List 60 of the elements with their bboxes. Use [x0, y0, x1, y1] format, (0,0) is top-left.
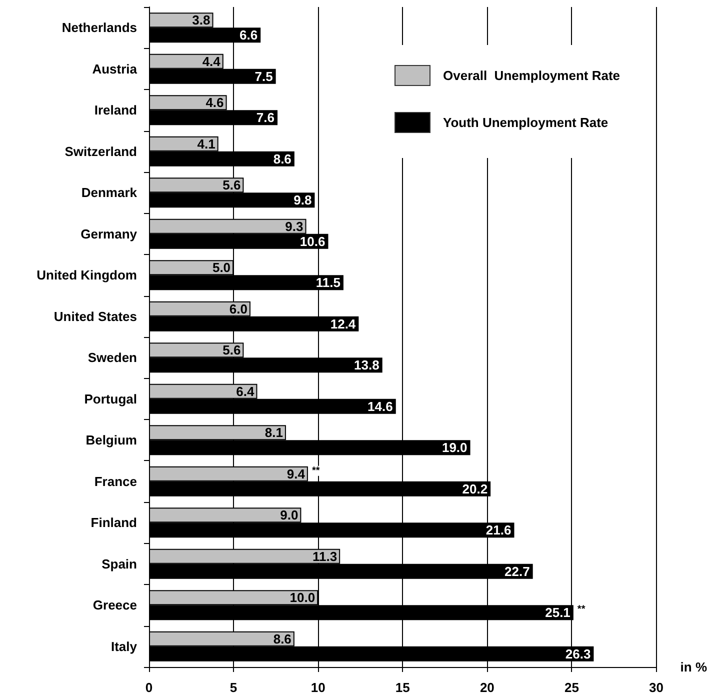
data-label: 12.4	[330, 316, 356, 332]
data-label: 3.8	[192, 12, 210, 28]
y-tick-label: Greece	[92, 598, 137, 613]
y-tick-label: Netherlands	[62, 20, 137, 36]
data-label: 6.6	[240, 28, 258, 43]
data-label: 14.6	[368, 398, 393, 414]
x-tick-label: 20	[480, 680, 494, 695]
x-tick-label: 0	[145, 680, 153, 695]
y-tick-label: Austria	[92, 61, 138, 76]
y-tick-label: France	[94, 474, 137, 489]
y-tick-label: Belgium	[86, 432, 137, 448]
annotation: **	[577, 604, 586, 616]
y-tick-label: Portugal	[84, 391, 137, 406]
data-label: 4.4	[202, 54, 222, 69]
data-label: 8.1	[264, 425, 283, 440]
data-label: 8.6	[273, 631, 292, 646]
data-label: 11.3	[312, 548, 338, 564]
data-label: 10.0	[290, 590, 316, 606]
data-label: 6.4	[236, 384, 255, 399]
x-tick-label: 5	[230, 680, 238, 695]
data-label: 11.5	[316, 275, 340, 290]
y-tick-label: United Kingdom	[36, 268, 137, 283]
data-label: 21.6	[486, 522, 512, 538]
x-tick-label: 10	[310, 680, 326, 695]
data-label: 4.1	[197, 136, 216, 152]
x-tick-label: 25	[564, 680, 579, 695]
data-label: 5.0	[212, 260, 231, 276]
data-label: 5.6	[222, 178, 241, 193]
data-label: 4.6	[206, 95, 224, 110]
data-label: 9.0	[280, 508, 298, 523]
data-label: 25.1	[545, 605, 570, 620]
y-tick-label: Finland	[90, 515, 138, 530]
y-tick-label: Spain	[102, 556, 138, 572]
data-label: 5.6	[222, 342, 241, 358]
data-label: 13.8	[354, 358, 380, 373]
data-label: 26.3	[565, 646, 591, 662]
y-tick-label: Ireland	[94, 102, 138, 118]
data-label: 9.3	[285, 218, 304, 234]
y-tick-label: Denmark	[81, 185, 138, 200]
y-tick-label: Italy	[110, 638, 138, 654]
data-label: 9.4	[286, 466, 306, 482]
data-label: 9.8	[294, 192, 312, 208]
data-label: 7.6	[256, 110, 275, 126]
data-label: 6.0	[229, 301, 248, 316]
y-tick-label: Switzerland	[64, 144, 138, 159]
annotation: **	[312, 465, 320, 476]
legend-label: Overall Unemployment Rate	[443, 68, 620, 83]
data-label: 19.0	[442, 440, 468, 456]
data-label: 7.5	[254, 68, 273, 84]
legend-label: Youth Unemployment Rate	[443, 115, 608, 130]
x-tick-label: 30	[649, 680, 664, 695]
y-tick-label: Germany	[80, 226, 138, 242]
data-label: 22.7	[504, 564, 530, 579]
data-label: 10.6	[300, 234, 326, 249]
x-tick-label: 15	[395, 680, 410, 695]
data-label: 8.6	[273, 151, 292, 166]
x-axis-title: in %	[680, 660, 708, 674]
data-label: 20.2	[462, 481, 488, 496]
y-tick-label: Sweden	[88, 350, 138, 366]
y-tick-label: United States	[54, 308, 137, 324]
